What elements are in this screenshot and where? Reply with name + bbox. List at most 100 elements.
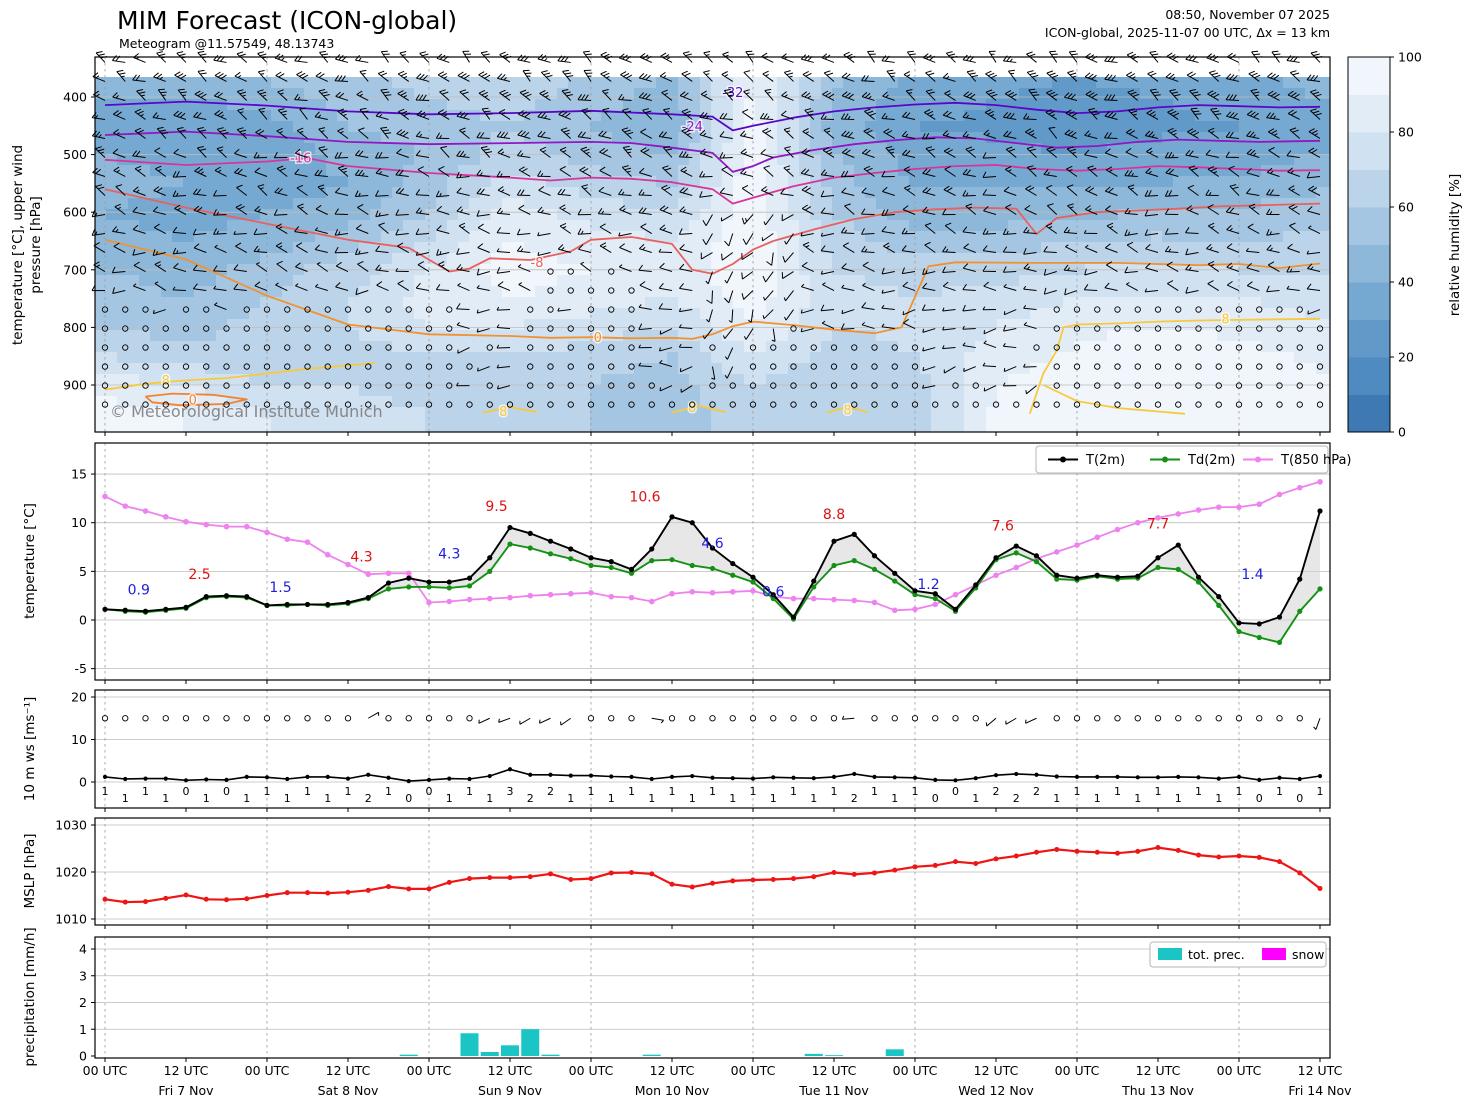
- svg-text:1: 1: [972, 792, 979, 805]
- svg-text:1: 1: [264, 785, 271, 798]
- svg-text:1: 1: [689, 792, 696, 805]
- svg-text:20: 20: [71, 690, 87, 705]
- svg-text:1: 1: [810, 792, 817, 805]
- watermark: © Meteorological Institute Munich: [110, 402, 383, 421]
- precip-bar: [885, 1049, 904, 1056]
- day-label: Wed 12 Nov: [958, 1083, 1034, 1098]
- svg-text:60: 60: [1398, 200, 1414, 215]
- svg-text:pressure [hPa]: pressure [hPa]: [28, 196, 44, 294]
- precip-bar: [804, 1053, 823, 1056]
- svg-text:1: 1: [79, 1022, 87, 1037]
- svg-text:2: 2: [365, 792, 372, 805]
- svg-text:1: 1: [102, 785, 109, 798]
- svg-text:-5: -5: [75, 661, 87, 676]
- svg-text:0: 0: [952, 785, 959, 798]
- tmin-label: 1.2: [917, 577, 939, 593]
- tmax-label: 9.5: [485, 499, 507, 515]
- svg-text:1: 1: [122, 792, 129, 805]
- svg-text:temperature [°C], upper wind: temperature [°C], upper wind: [10, 145, 26, 345]
- svg-text:0: 0: [1398, 425, 1406, 440]
- precip-bar: [399, 1054, 418, 1056]
- svg-text:1: 1: [385, 785, 392, 798]
- utc-tick-label: 00 UTC: [407, 1063, 452, 1078]
- utc-tick-label: 00 UTC: [83, 1063, 128, 1078]
- svg-text:1: 1: [203, 792, 210, 805]
- utc-tick-label: 00 UTC: [893, 1063, 938, 1078]
- svg-text:80: 80: [1398, 125, 1414, 140]
- svg-text:1: 1: [790, 785, 797, 798]
- svg-text:10: 10: [71, 515, 87, 530]
- svg-text:40: 40: [1398, 275, 1414, 290]
- svg-text:precipitation [mm/h]: precipitation [mm/h]: [22, 927, 38, 1066]
- svg-text:1: 1: [324, 792, 331, 805]
- svg-text:8: 8: [499, 405, 507, 420]
- svg-text:0: 0: [1296, 792, 1303, 805]
- svg-text:1: 1: [243, 792, 250, 805]
- svg-text:10 m ws [ms⁻¹]: 10 m ws [ms⁻¹]: [22, 697, 38, 802]
- svg-text:8: 8: [1221, 312, 1229, 327]
- svg-text:15: 15: [71, 467, 87, 482]
- axes-layer: 400500600700800900-505101501020101010201…: [10, 56, 1352, 1098]
- svg-text:snow: snow: [1292, 947, 1324, 962]
- utc-tick-label: 00 UTC: [1055, 1063, 1100, 1078]
- day-label: Fri 14 Nov: [1288, 1083, 1352, 1098]
- precip-bar: [642, 1054, 661, 1056]
- utc-tick-label: 12 UTC: [488, 1063, 533, 1078]
- utc-tick-label: 00 UTC: [569, 1063, 614, 1078]
- svg-text:700: 700: [63, 262, 87, 277]
- svg-text:1: 1: [1053, 792, 1060, 805]
- svg-text:-32: -32: [722, 86, 743, 101]
- svg-text:2: 2: [527, 792, 534, 805]
- svg-text:900: 900: [63, 378, 87, 393]
- svg-text:-16: -16: [290, 152, 311, 167]
- svg-text:1: 1: [648, 792, 655, 805]
- issue-datetime: 08:50, November 07 2025: [1165, 7, 1330, 22]
- svg-text:1: 1: [588, 785, 595, 798]
- svg-text:600: 600: [63, 205, 87, 220]
- svg-text:8: 8: [688, 401, 696, 416]
- svg-text:1: 1: [1094, 792, 1101, 805]
- svg-text:1: 1: [729, 792, 736, 805]
- tmin-label: 0.6: [762, 585, 784, 601]
- svg-text:1: 1: [567, 792, 574, 805]
- svg-text:0: 0: [1256, 792, 1263, 805]
- utc-tick-label: 00 UTC: [1217, 1063, 1262, 1078]
- utc-tick-label: 12 UTC: [974, 1063, 1019, 1078]
- precip-bar: [480, 1051, 499, 1056]
- svg-text:4: 4: [79, 942, 87, 957]
- svg-text:0: 0: [183, 785, 190, 798]
- svg-text:1: 1: [628, 785, 635, 798]
- svg-text:-8: -8: [531, 256, 544, 271]
- svg-text:0: 0: [189, 394, 197, 409]
- series-layer: 0.9 2.5 1.5 4.3 4.3 9.5 10.6 4.6 0.6 8.8 1.2 7.6 7.7…: [102, 479, 1324, 1056]
- svg-text:2: 2: [1013, 792, 1020, 805]
- precip-legend: tot. prec. snow: [1149, 941, 1327, 968]
- svg-text:1: 1: [142, 785, 149, 798]
- utc-tick-label: 12 UTC: [164, 1063, 209, 1078]
- svg-text:2: 2: [547, 785, 554, 798]
- svg-text:0: 0: [405, 792, 412, 805]
- precip-bar: [521, 1029, 540, 1056]
- precip-bar: [501, 1045, 519, 1056]
- svg-text:1: 1: [669, 785, 676, 798]
- tmax-label: 4.3: [350, 550, 372, 566]
- svg-text:1: 1: [709, 785, 716, 798]
- model-info: ICON-global, 2025-11-07 00 UTC, Δx = 13 …: [1044, 25, 1330, 41]
- svg-text:1: 1: [750, 785, 757, 798]
- svg-text:5: 5: [79, 564, 87, 579]
- svg-text:1: 1: [446, 792, 453, 805]
- svg-text:20: 20: [1398, 350, 1414, 365]
- svg-text:1: 1: [1134, 792, 1141, 805]
- header-right: 08:50, November 07 2025 ICON-global, 202…: [1045, 6, 1330, 42]
- svg-text:2: 2: [79, 995, 87, 1010]
- page-title: MIM Forecast (ICON-global): [117, 6, 458, 35]
- svg-text:3: 3: [507, 785, 514, 798]
- svg-text:8: 8: [843, 403, 851, 418]
- tmax-label: 8.8: [823, 507, 845, 523]
- tmin-label: 1.5: [269, 580, 291, 596]
- svg-text:MSLP [hPa]: MSLP [hPa]: [22, 833, 38, 908]
- svg-text:tot. prec.: tot. prec.: [1188, 947, 1245, 962]
- svg-text:1: 1: [1114, 785, 1121, 798]
